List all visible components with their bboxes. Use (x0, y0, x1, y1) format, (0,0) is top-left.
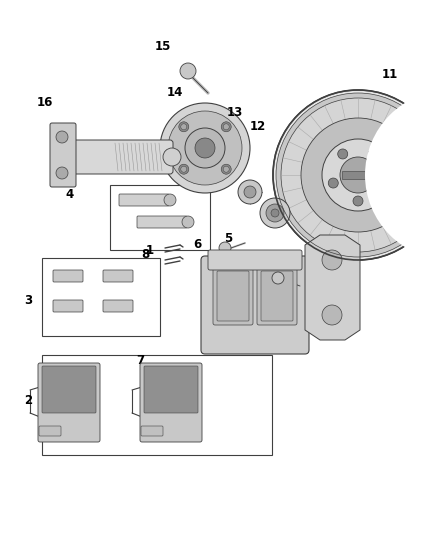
Circle shape (223, 166, 229, 172)
FancyBboxPatch shape (217, 271, 249, 321)
FancyBboxPatch shape (261, 271, 293, 321)
Text: 6: 6 (193, 238, 201, 252)
Text: 16: 16 (37, 95, 53, 109)
Text: 5: 5 (224, 231, 232, 245)
Text: 2: 2 (24, 393, 32, 407)
Circle shape (179, 164, 189, 174)
Circle shape (180, 63, 196, 79)
Polygon shape (305, 235, 360, 340)
Circle shape (168, 111, 242, 185)
FancyBboxPatch shape (53, 300, 83, 312)
FancyBboxPatch shape (103, 300, 133, 312)
Circle shape (322, 250, 342, 270)
FancyBboxPatch shape (103, 270, 133, 282)
Circle shape (160, 103, 250, 193)
Circle shape (368, 149, 378, 159)
FancyBboxPatch shape (257, 266, 297, 325)
Circle shape (179, 122, 189, 132)
Text: 12: 12 (250, 120, 266, 133)
Circle shape (56, 131, 68, 143)
FancyBboxPatch shape (39, 426, 61, 436)
Circle shape (219, 242, 231, 254)
Text: 8: 8 (141, 247, 149, 261)
FancyBboxPatch shape (201, 256, 309, 354)
Circle shape (273, 90, 438, 260)
Circle shape (353, 196, 363, 206)
FancyBboxPatch shape (53, 270, 83, 282)
Circle shape (223, 124, 229, 130)
FancyBboxPatch shape (50, 123, 76, 187)
FancyBboxPatch shape (141, 426, 163, 436)
Circle shape (238, 180, 262, 204)
Circle shape (221, 122, 231, 132)
Bar (342, 171, 374, 179)
FancyBboxPatch shape (140, 363, 202, 442)
Circle shape (195, 138, 215, 158)
Text: 3: 3 (24, 294, 32, 306)
Circle shape (244, 186, 256, 198)
Ellipse shape (436, 90, 438, 260)
Circle shape (328, 178, 338, 188)
FancyBboxPatch shape (208, 250, 302, 270)
Text: 10: 10 (392, 214, 408, 227)
Circle shape (338, 149, 348, 159)
Circle shape (322, 305, 342, 325)
Circle shape (378, 178, 388, 188)
Circle shape (281, 98, 435, 252)
FancyBboxPatch shape (213, 266, 253, 325)
Circle shape (272, 272, 284, 284)
FancyBboxPatch shape (119, 194, 169, 206)
FancyBboxPatch shape (144, 366, 198, 413)
Circle shape (266, 204, 284, 222)
Bar (42, 355, 272, 455)
Circle shape (181, 166, 187, 172)
Text: 15: 15 (155, 41, 171, 53)
FancyBboxPatch shape (67, 140, 173, 174)
Circle shape (365, 90, 438, 260)
Circle shape (181, 124, 187, 130)
Bar (42, 258, 160, 336)
Circle shape (163, 148, 181, 166)
Circle shape (56, 167, 68, 179)
Text: 1: 1 (146, 244, 154, 256)
Circle shape (182, 216, 194, 228)
Text: 14: 14 (167, 85, 183, 99)
Text: 13: 13 (227, 106, 243, 118)
Text: 4: 4 (66, 189, 74, 201)
Text: 9: 9 (241, 263, 249, 277)
Circle shape (185, 128, 225, 168)
Text: 11: 11 (382, 69, 398, 82)
Circle shape (221, 164, 231, 174)
Circle shape (164, 194, 176, 206)
Circle shape (322, 139, 394, 211)
Circle shape (260, 198, 290, 228)
FancyBboxPatch shape (38, 363, 100, 442)
Circle shape (276, 93, 438, 257)
Circle shape (271, 209, 279, 217)
Text: 7: 7 (136, 353, 144, 367)
FancyBboxPatch shape (42, 366, 96, 413)
FancyBboxPatch shape (137, 216, 187, 228)
Circle shape (340, 157, 376, 193)
Circle shape (301, 118, 415, 232)
Bar (110, 185, 210, 250)
